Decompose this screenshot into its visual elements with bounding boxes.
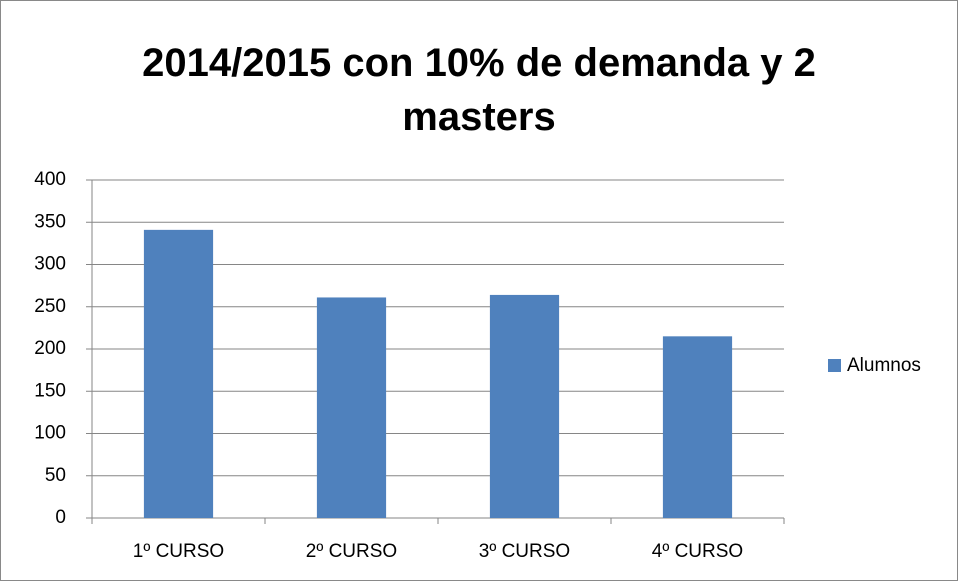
x-tick-label: 2º CURSO <box>306 541 397 562</box>
y-tick-label: 150 <box>34 380 66 401</box>
bar <box>489 294 560 518</box>
y-tick-label: 300 <box>34 254 66 275</box>
x-tick-label: 3º CURSO <box>479 541 570 562</box>
y-tick-label: 0 <box>55 507 66 528</box>
chart-title: 2014/2015 con 10% de demanda y 2 masters <box>142 41 816 139</box>
y-tick-label: 250 <box>34 296 66 317</box>
x-tick-label: 4º CURSO <box>652 541 743 562</box>
x-tick-label: 1º CURSO <box>133 541 224 562</box>
y-tick-label: 200 <box>34 338 66 359</box>
legend-label: Alumnos <box>847 355 921 376</box>
y-tick-label: 100 <box>34 423 66 444</box>
y-tick-label: 50 <box>45 465 66 486</box>
bar <box>316 297 387 518</box>
y-tick-label: 350 <box>34 211 66 232</box>
legend-swatch <box>828 359 841 372</box>
y-tick-label: 400 <box>34 169 66 190</box>
bar <box>143 229 214 519</box>
bar <box>662 336 733 518</box>
